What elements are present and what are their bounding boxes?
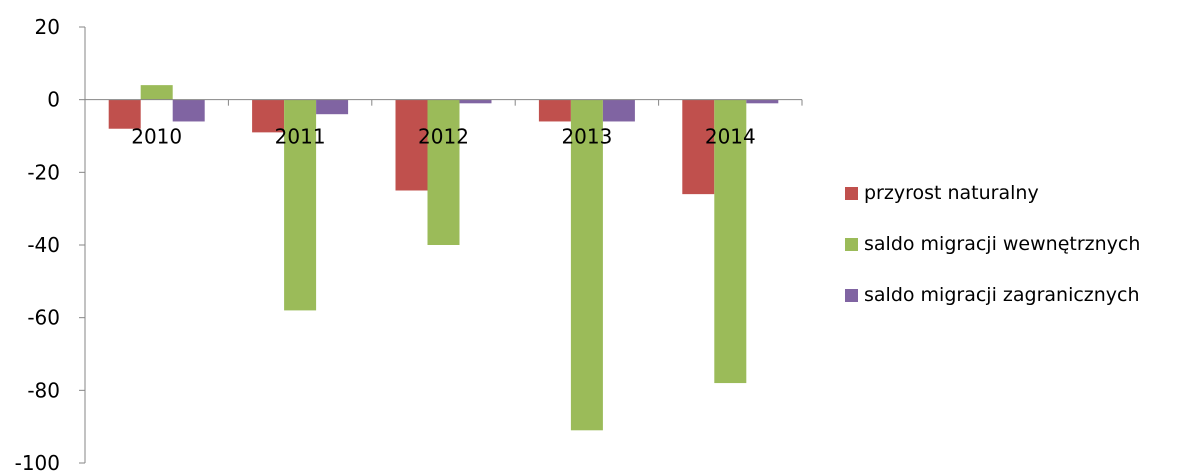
bar-2011-series-3 [316,99,349,115]
y-tick-label: -80 [27,378,60,402]
legend-swatch [845,237,858,251]
bar-2013-series-3 [602,99,635,122]
y-tick-label: -60 [27,306,60,330]
bar-2014-series-2 [714,99,747,384]
y-tick-label: 0 [47,88,60,112]
bar-2012-series-1 [395,99,428,191]
legend: przyrost naturalny saldo migracji wewnętr… [845,182,1181,336]
y-tick-label: -40 [27,233,60,257]
legend-swatch [845,288,858,302]
legend-label: saldo migracji zagranicznych [864,284,1140,306]
bar-2012-series-3 [459,99,492,104]
bar-2011-series-1 [252,99,285,133]
bar-2011-series-2 [284,99,317,311]
bar-2013-series-2 [570,99,603,431]
category-label-2014: 2014 [705,125,756,149]
legend-label: saldo migracji wewnętrznych [864,233,1141,255]
category-labels: 2010 2011 2012 2013 2014 [131,125,756,149]
bar-2010-series-3 [172,99,205,122]
y-tick-label: -100 [15,451,60,472]
bar-2012-series-2 [427,99,460,246]
bar-2010-series-2 [140,85,173,100]
bar-2013-series-1 [538,99,571,122]
category-label-2012: 2012 [418,125,469,149]
category-label-2013: 2013 [561,125,612,149]
legend-item-1: przyrost naturalny [845,182,1181,204]
legend-swatch [845,186,858,200]
y-tick-label: -20 [27,160,60,184]
bar-2014-series-1 [682,99,715,195]
legend-item-3: saldo migracji zagranicznych [845,284,1181,306]
category-label-2011: 2011 [275,125,326,149]
legend-label: przyrost naturalny [864,182,1039,204]
category-label-2010: 2010 [131,125,182,149]
bars [108,85,779,431]
bar-2010-series-1 [108,99,141,129]
y-tick-label: 20 [35,15,60,39]
y-axis: 20 0 -20 -40 -60 -80 -100 [15,15,86,472]
x-axis [84,99,803,106]
legend-item-2: saldo migracji wewnętrznych [845,233,1181,255]
bar-2014-series-3 [746,99,779,104]
